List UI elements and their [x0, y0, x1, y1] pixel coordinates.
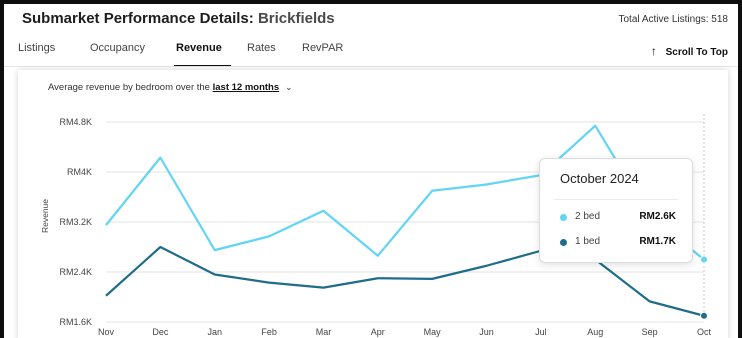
- x-tick-label: Jan: [207, 327, 222, 337]
- y-tick-label: RM4K: [67, 167, 92, 177]
- data-point-2-bed: [700, 255, 708, 264]
- scroll-to-top-button[interactable]: ↑ Scroll To Top: [651, 44, 728, 58]
- tooltip-row-value: RM2.6K: [639, 211, 676, 222]
- series-dot-icon: [560, 239, 567, 246]
- tab-listings[interactable]: Listings: [18, 42, 56, 54]
- y-axis-label: Revenue: [40, 199, 50, 233]
- tab-revpar[interactable]: RevPAR: [302, 42, 344, 54]
- data-point-1-bed: [700, 311, 708, 320]
- x-tick-label: Jul: [535, 327, 547, 337]
- y-tick-label: RM1.6K: [59, 317, 92, 327]
- tab-rates[interactable]: Rates: [247, 42, 276, 54]
- arrow-up-icon: ↑: [650, 44, 657, 58]
- chart-subtitle: Average revenue by bedroom over the last…: [48, 82, 293, 93]
- x-tick-label: Sep: [642, 327, 658, 337]
- x-tick-label: Feb: [261, 327, 277, 337]
- series-line-1-bed: [105, 245, 705, 317]
- x-tick-label: Nov: [98, 327, 115, 337]
- series-dot-icon: [560, 214, 567, 221]
- tab-occupancy[interactable]: Occupancy: [90, 42, 146, 54]
- tooltip-row-label: 1 bed: [575, 236, 601, 247]
- tooltip-row-1-bed: 1 bed RM1.7K: [560, 236, 676, 250]
- scroll-to-top-label: Scroll To Top: [665, 47, 728, 58]
- y-tick-label: RM4.8K: [59, 117, 92, 127]
- chart-subtitle-text: Average revenue by bedroom over the: [48, 82, 210, 93]
- page-title: Submarket Performance Details: Brickfiel…: [22, 10, 335, 27]
- x-tick-label: Aug: [587, 327, 603, 337]
- submarket-name: Brickfields: [257, 10, 335, 27]
- revenue-line-chart: RM1.6K RM2.4K RM3.2K RM4K RM4.8K Nov Dec Jan Feb…: [40, 114, 712, 337]
- chart-tooltip: October 2024 2 bed RM2.6K 1 bed RM1.7K: [539, 158, 693, 263]
- title-label: Submarket Performance Details:: [22, 10, 254, 27]
- x-tick-label: Oct: [697, 327, 712, 337]
- tooltip-row-label: 2 bed: [575, 211, 601, 222]
- x-tick-label: Apr: [371, 327, 385, 337]
- revenue-chart-panel: Average revenue by bedroom over the last…: [18, 70, 728, 338]
- tooltip-row-2-bed: 2 bed RM2.6K: [560, 211, 676, 225]
- series-line-2-bed: [105, 124, 705, 261]
- tooltip-divider: [554, 199, 678, 200]
- period-selector[interactable]: last 12 months: [212, 82, 280, 93]
- tabs-divider: [4, 66, 738, 67]
- y-tick-label: RM3.2K: [59, 217, 92, 227]
- x-tick-label: Jun: [479, 327, 494, 337]
- tooltip-row-value: RM1.7K: [639, 236, 676, 247]
- tab-revenue[interactable]: Revenue: [176, 42, 222, 54]
- tooltip-title: October 2024: [560, 171, 639, 186]
- total-active-listings: Total Active Listings: 518: [618, 14, 728, 25]
- x-tick-label: May: [424, 327, 442, 337]
- y-tick-label: RM2.4K: [59, 267, 92, 277]
- x-tick-label: Mar: [316, 327, 332, 337]
- x-tick-label: Dec: [152, 327, 169, 337]
- tab-bar: Listings Occupancy Revenue Rates RevPAR …: [4, 32, 738, 67]
- header: Submarket Performance Details: Brickfiel…: [14, 10, 728, 32]
- chevron-down-icon[interactable]: ⌄: [285, 82, 293, 92]
